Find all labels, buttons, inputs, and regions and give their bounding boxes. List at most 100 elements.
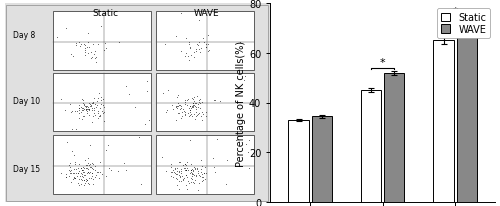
Point [206, 49, 214, 53]
Point [77, 167, 85, 170]
Point [66, 172, 74, 175]
Point [124, 93, 132, 96]
Point [168, 170, 176, 174]
Point [66, 166, 74, 169]
Point [188, 174, 196, 178]
Point [192, 48, 200, 52]
Point [168, 104, 176, 108]
Point [87, 166, 95, 169]
Point [86, 165, 94, 169]
Point [180, 163, 188, 166]
Point [186, 139, 194, 142]
Point [92, 174, 100, 177]
Point [232, 138, 240, 142]
Point [86, 171, 94, 175]
Point [194, 103, 202, 106]
Point [198, 47, 205, 50]
Point [92, 57, 100, 61]
Point [195, 20, 203, 23]
Point [66, 174, 74, 178]
Point [86, 182, 94, 185]
Point [178, 179, 186, 182]
Point [80, 179, 88, 182]
Point [204, 43, 212, 46]
Point [54, 36, 62, 39]
Point [192, 174, 200, 178]
Point [84, 106, 92, 109]
Point [78, 167, 86, 170]
Point [100, 120, 108, 124]
Legend: Static, WAVE: Static, WAVE [437, 9, 490, 39]
Point [187, 180, 195, 184]
Point [196, 175, 204, 178]
Point [209, 157, 217, 160]
Point [187, 163, 195, 166]
Point [84, 161, 92, 164]
Point [182, 164, 190, 167]
Point [122, 169, 130, 172]
Point [182, 112, 190, 116]
Bar [156, 73, 254, 132]
Point [96, 160, 104, 164]
Point [183, 99, 191, 102]
Point [89, 162, 97, 166]
Point [167, 166, 175, 169]
Point [180, 177, 188, 180]
Point [200, 171, 208, 174]
Point [83, 108, 91, 112]
Point [210, 166, 218, 169]
Point [88, 174, 96, 178]
Point [78, 107, 86, 110]
Point [186, 113, 194, 117]
Point [196, 51, 204, 55]
Point [173, 167, 181, 170]
Point [182, 174, 190, 177]
Point [176, 104, 184, 107]
Point [145, 119, 153, 123]
Point [176, 112, 184, 116]
Point [169, 169, 177, 172]
Point [189, 105, 197, 108]
Point [135, 136, 143, 139]
Point [68, 169, 76, 172]
Point [96, 115, 104, 118]
Point [176, 173, 184, 177]
Point [170, 171, 177, 174]
Point [70, 154, 78, 157]
Point [70, 176, 78, 179]
Point [96, 171, 104, 174]
Point [180, 166, 188, 170]
Point [242, 143, 250, 146]
Point [186, 105, 194, 108]
Point [80, 48, 88, 51]
Point [78, 117, 86, 121]
Point [91, 50, 99, 53]
Point [176, 160, 184, 164]
Point [76, 174, 84, 178]
Point [83, 111, 91, 115]
Point [114, 170, 122, 173]
Point [192, 108, 200, 111]
Point [68, 172, 76, 175]
Point [88, 121, 96, 124]
Point [75, 184, 83, 187]
Point [84, 110, 92, 113]
Point [178, 180, 186, 183]
Point [178, 171, 186, 175]
Point [138, 183, 145, 186]
Text: *: * [380, 58, 386, 68]
Point [86, 171, 94, 174]
Point [66, 169, 74, 172]
Point [172, 105, 180, 109]
Point [88, 109, 96, 113]
Point [68, 110, 76, 113]
Point [78, 169, 86, 172]
Point [191, 166, 199, 170]
Point [71, 163, 79, 166]
Point [190, 96, 198, 99]
Bar [156, 12, 254, 70]
Point [182, 176, 190, 179]
Point [198, 172, 206, 176]
Point [80, 109, 88, 112]
Point [80, 166, 88, 169]
